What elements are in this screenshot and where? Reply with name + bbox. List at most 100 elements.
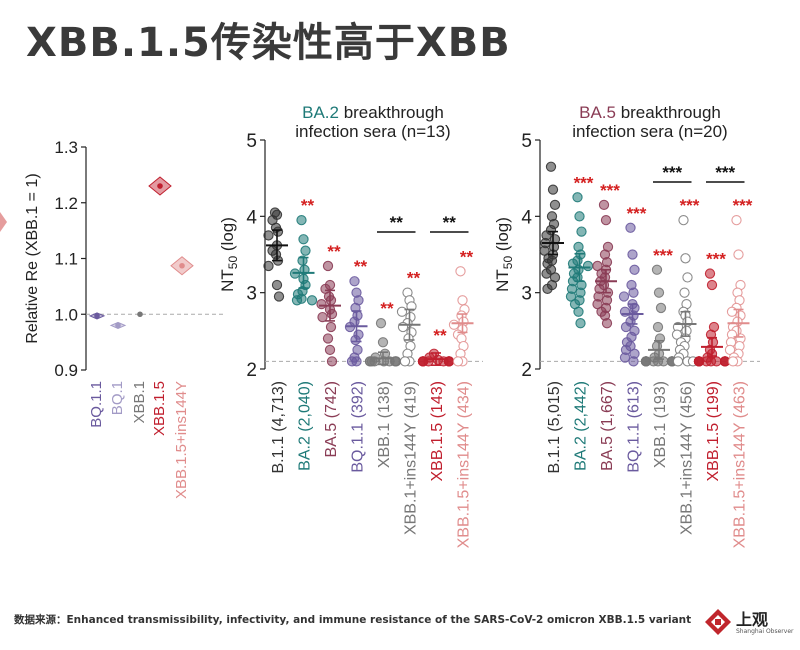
y-tick-label: 2 bbox=[521, 360, 532, 381]
comparison-stars: ** bbox=[390, 213, 404, 232]
y-tick-label: 4 bbox=[521, 207, 532, 228]
data-point bbox=[652, 321, 664, 333]
estimate-point bbox=[179, 262, 185, 269]
y-tick-label: 1.2 bbox=[54, 194, 78, 213]
data-point bbox=[300, 245, 311, 256]
comparison-stars: *** bbox=[662, 163, 682, 182]
data-point bbox=[452, 356, 464, 367]
data-point bbox=[349, 276, 360, 287]
data-point bbox=[322, 260, 334, 272]
significance-stars: ** bbox=[380, 299, 394, 318]
significance-stars: ** bbox=[354, 257, 368, 276]
category-label: XBB.1 (138) bbox=[376, 381, 393, 468]
significance-stars: *** bbox=[653, 246, 673, 265]
data-point bbox=[272, 226, 284, 237]
category-label: XBB.1.5+ins144Y (434) bbox=[456, 381, 473, 548]
data-point bbox=[726, 306, 738, 317]
data-point bbox=[653, 287, 665, 298]
comparison-stars: ** bbox=[443, 213, 457, 232]
data-point bbox=[399, 356, 411, 367]
category-label: BA.5 (1,667) bbox=[599, 381, 616, 471]
significance-stars: ** bbox=[301, 196, 315, 215]
panel-title-variant: BA.5 bbox=[579, 103, 616, 122]
category-label: BA.2 (2,040) bbox=[297, 381, 314, 471]
data-point bbox=[306, 295, 318, 306]
data-point bbox=[448, 319, 460, 330]
data-point bbox=[658, 356, 669, 367]
data-point bbox=[627, 249, 638, 260]
data-point bbox=[375, 318, 387, 329]
data-point bbox=[651, 264, 663, 275]
y-tick-label: 4 bbox=[246, 207, 257, 228]
panel-title-variant: BA.2 bbox=[302, 103, 339, 122]
y-axis-label: Relative Re (XBB.1 = 1) bbox=[24, 173, 41, 343]
data-point bbox=[628, 287, 639, 298]
y-tick-label: 1.3 bbox=[54, 138, 78, 157]
data-point bbox=[733, 249, 744, 260]
data-point bbox=[706, 279, 718, 291]
data-point bbox=[263, 230, 274, 241]
y-axis-label-part: (log) bbox=[493, 217, 512, 256]
category-label: XBB.1 bbox=[131, 381, 148, 424]
category-label: B.1.1 (4,713) bbox=[270, 381, 287, 474]
data-point bbox=[326, 308, 338, 320]
significance-stars: *** bbox=[600, 181, 620, 200]
y-axis-label-part: (log) bbox=[218, 217, 237, 256]
comparison-stars: *** bbox=[715, 163, 735, 182]
cropped-marker-fragment bbox=[0, 212, 7, 232]
data-point bbox=[455, 266, 466, 277]
category-label: BQ.1.1 (392) bbox=[350, 381, 367, 473]
data-point bbox=[573, 306, 584, 317]
data-point bbox=[575, 318, 586, 329]
data-point bbox=[574, 211, 585, 222]
headline: XBB.1.5传染性高于XBB bbox=[26, 20, 511, 66]
category-label: XBB.1+ins144Y (419) bbox=[403, 381, 420, 535]
source-note: 数据来源：Enhanced transmissibility, infectiv… bbox=[14, 614, 692, 626]
significance-stars: ** bbox=[460, 247, 474, 266]
data-point bbox=[545, 161, 557, 172]
data-point bbox=[541, 268, 552, 279]
panel-title-line2: infection sera (n=13) bbox=[295, 122, 450, 141]
data-point bbox=[273, 291, 285, 302]
category-label: BQ.1.1 bbox=[88, 381, 105, 428]
data-point bbox=[655, 302, 667, 314]
data-point bbox=[598, 199, 610, 211]
category-label: XBB.1.5 bbox=[151, 381, 168, 436]
y-axis-label-part: 50 bbox=[226, 256, 240, 270]
y-tick-label: 3 bbox=[521, 284, 532, 305]
data-point bbox=[600, 214, 612, 226]
data-point bbox=[346, 356, 358, 367]
data-point bbox=[678, 214, 689, 226]
data-point bbox=[731, 214, 742, 226]
y-axis-label: NT50 (log) bbox=[218, 217, 240, 292]
category-label: BA.2 (2,442) bbox=[573, 381, 590, 471]
significance-stars: ** bbox=[327, 242, 341, 261]
y-tick-label: 1.1 bbox=[54, 250, 78, 269]
estimate-point bbox=[137, 311, 143, 318]
significance-stars: *** bbox=[706, 250, 726, 269]
category-label: XBB.1.5+ins144Y bbox=[173, 381, 190, 499]
publisher-name: 上观 bbox=[736, 610, 769, 629]
panel-title-suffix: breakthrough bbox=[339, 103, 444, 122]
data-point bbox=[325, 321, 337, 333]
data-point bbox=[396, 306, 408, 317]
data-point bbox=[325, 295, 337, 306]
estimate-point bbox=[115, 322, 121, 329]
data-point bbox=[582, 260, 594, 272]
data-point bbox=[619, 352, 631, 363]
data-point bbox=[629, 264, 640, 275]
panel-title-line1: BA.5 breakthrough bbox=[579, 103, 721, 122]
category-label: BA.5 (742) bbox=[323, 381, 340, 457]
estimate-point bbox=[157, 183, 163, 189]
panel-title-line1: BA.2 breakthrough bbox=[302, 103, 444, 122]
category-label: XBB.1+ins144Y (456) bbox=[679, 381, 696, 535]
significance-stars: *** bbox=[627, 204, 647, 223]
y-tick-label: 3 bbox=[246, 284, 257, 305]
significance-stars: ** bbox=[433, 326, 447, 345]
y-tick-label: 5 bbox=[246, 131, 257, 152]
y-tick-label: 2 bbox=[246, 360, 257, 381]
category-label: XBB.1.5 (199) bbox=[705, 381, 722, 482]
y-axis-label-part: 50 bbox=[501, 256, 515, 270]
